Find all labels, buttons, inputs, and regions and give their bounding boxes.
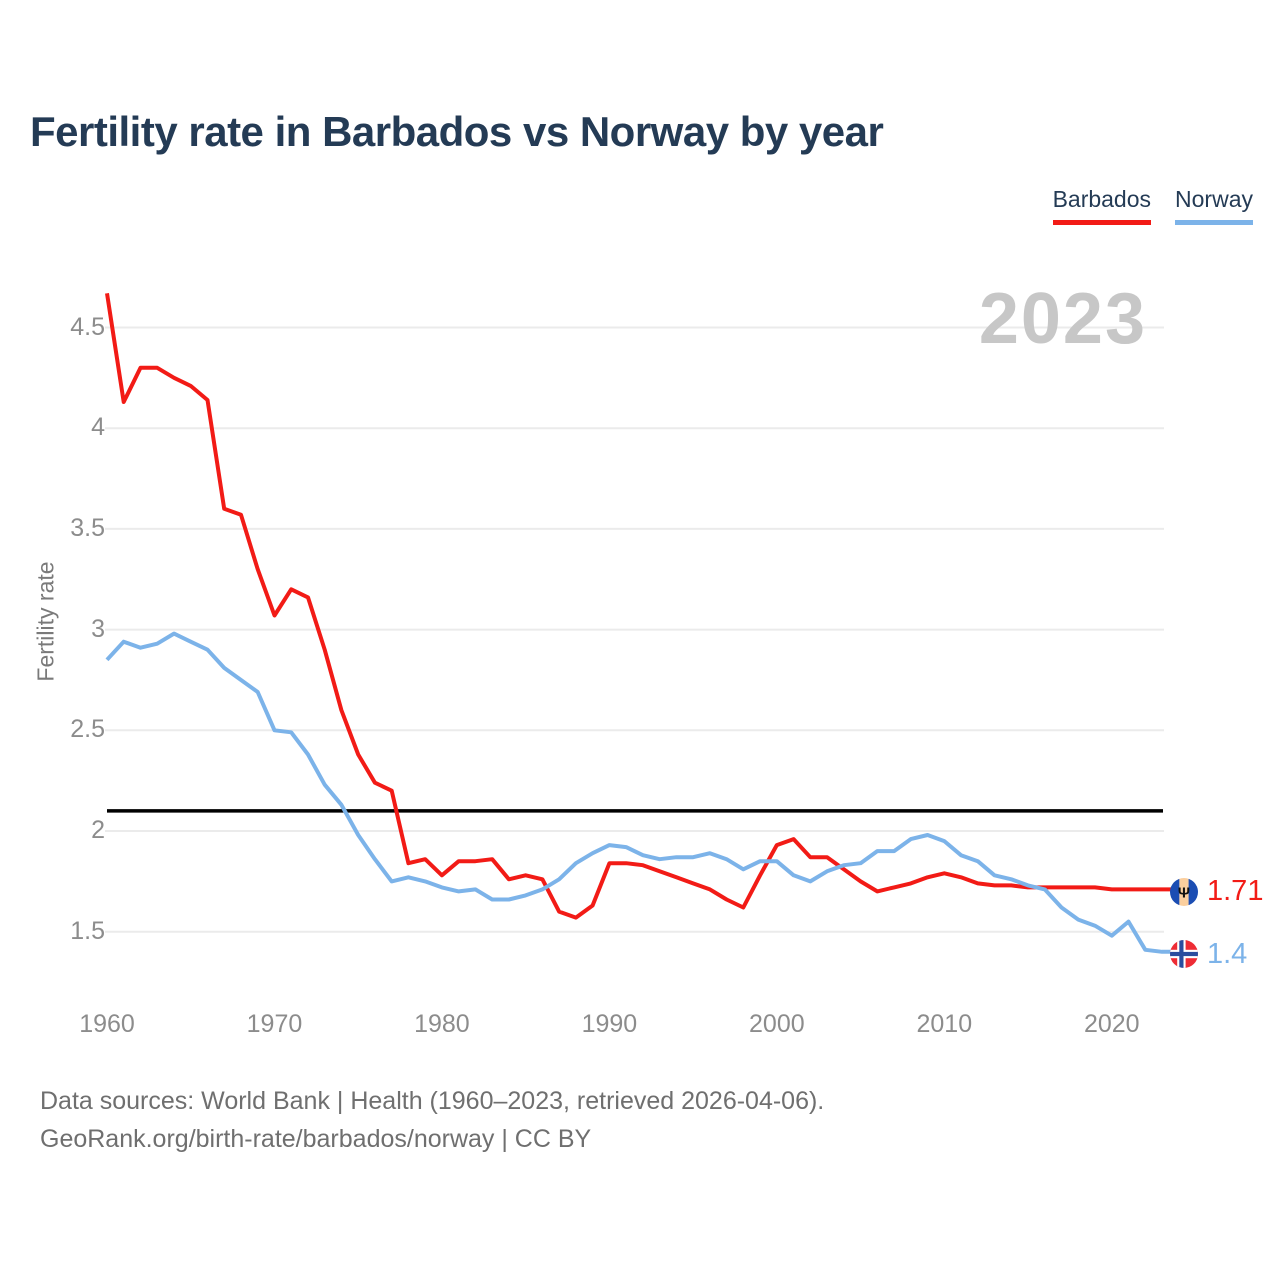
y-tick-label-1.5: 1.5 [70, 916, 105, 945]
x-tick-label-1980: 1980 [414, 1010, 470, 1038]
y-tick-label-3.5: 3.5 [70, 513, 105, 542]
legend-item-barbados[interactable]: Barbados [1052, 186, 1152, 225]
footer-line-license: GeoRank.org/birth-rate/barbados/norway |… [40, 1125, 592, 1153]
end-value-norway: 1.4 [1207, 937, 1248, 970]
legend-underline-norway [1175, 220, 1253, 225]
y-tick-label-2: 2 [91, 816, 105, 844]
legend-label-barbados: Barbados [1052, 186, 1152, 212]
x-tick-label-2000: 2000 [749, 1010, 805, 1038]
x-tick-label-2020: 2020 [1083, 1010, 1140, 1038]
end-value-barbados: 1.71 [1207, 875, 1264, 908]
x-tick-label-1960: 1960 [79, 1010, 135, 1038]
legend: Barbados Norway [1052, 186, 1253, 225]
series-line-barbados [105, 292, 1172, 920]
y-tick-label-4.5: 4.5 [70, 312, 105, 341]
legend-label-norway: Norway [1175, 186, 1253, 212]
end-label-norway: 1.4 [1170, 938, 1247, 971]
x-tick-label-2010: 2010 [916, 1010, 973, 1038]
page-title: Fertility rate in Barbados vs Norway by … [30, 108, 884, 155]
barbados-flag-icon: Ψ [1170, 877, 1198, 906]
footer-attribution: Data sources: World Bank | Health (1960–… [40, 1082, 824, 1158]
y-tick-label-2.5: 2.5 [70, 715, 105, 744]
x-tick-label-1990: 1990 [581, 1010, 638, 1038]
y-tick-label-3: 3 [91, 614, 105, 643]
legend-underline-barbados [1052, 220, 1152, 225]
norway-flag-icon [1170, 940, 1198, 969]
footer-line-sources: Data sources: World Bank | Health (1960–… [40, 1087, 825, 1115]
x-tick-label-1970: 1970 [246, 1010, 303, 1038]
y-tick-label-4: 4 [91, 413, 105, 442]
series-line-norway [105, 631, 1172, 954]
svg-text:Ψ: Ψ [1178, 884, 1190, 901]
legend-item-norway[interactable]: Norway [1175, 186, 1253, 225]
end-label-barbados: Ψ 1.71 [1170, 875, 1263, 908]
